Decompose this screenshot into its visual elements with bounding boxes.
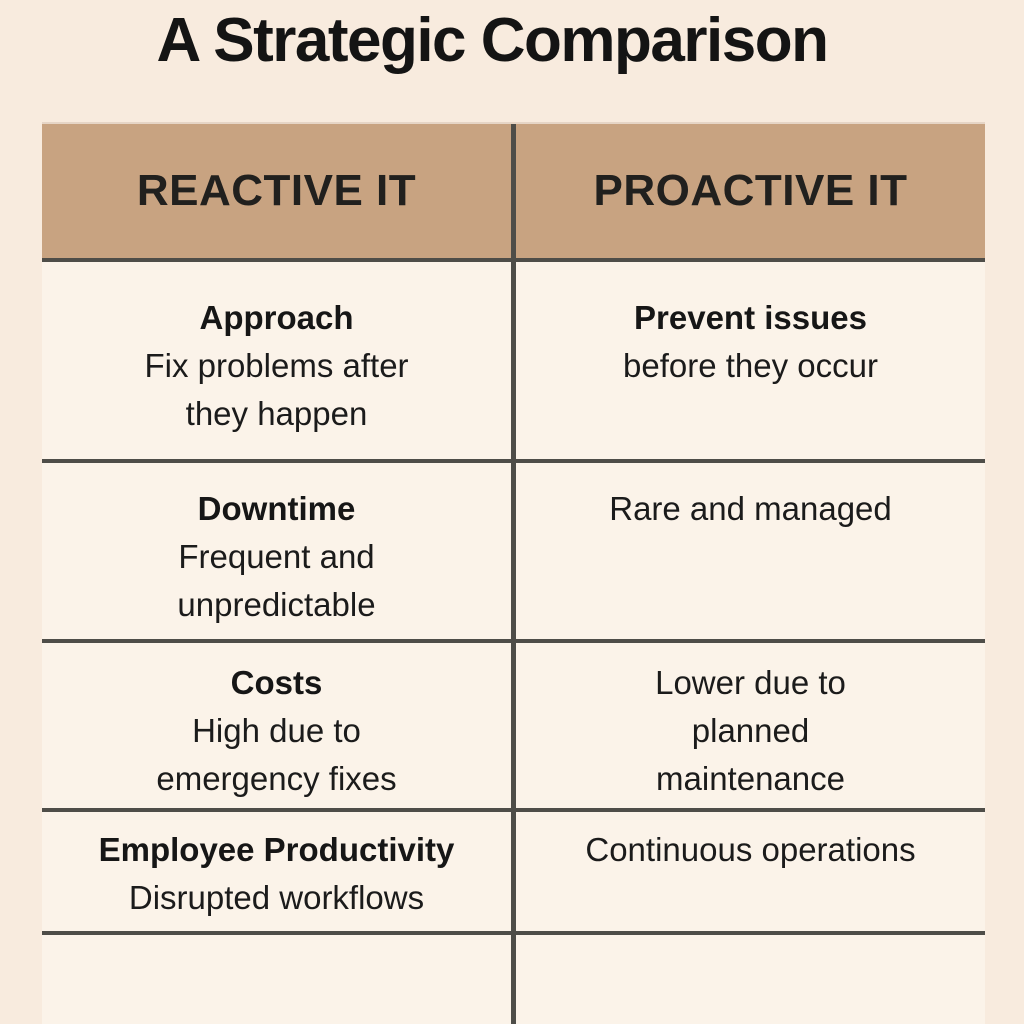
column-header-proactive: PROACTIVE IT: [511, 124, 985, 259]
cell-term: Employee Productivity: [98, 830, 455, 868]
table-row-clipped: [42, 931, 985, 1024]
comparison-table: REACTIVE IT PROACTIVE IT Approach Fix pr…: [42, 122, 985, 1024]
table-cell-proactive-clipped: [511, 935, 985, 1024]
cell-term: Prevent issues: [634, 299, 867, 337]
table-header-row: REACTIVE IT PROACTIVE IT: [42, 122, 985, 259]
column-header-reactive: REACTIVE IT: [136, 166, 417, 216]
cell-term: Approach: [199, 299, 354, 337]
table-cell-reactive-costs: Costs High due to emergency fixes: [42, 643, 511, 808]
table-row-employee-productivity: Employee Productivity Disrupted workflow…: [42, 807, 985, 932]
cell-body: Continuous operations: [585, 830, 916, 868]
cell-term: Costs: [230, 663, 323, 701]
cell-body: before they occur: [623, 347, 878, 385]
cell-term: Downtime: [197, 490, 356, 528]
cell-body: Frequent and unpredictable: [177, 538, 376, 624]
table-row-costs: Costs High due to emergency fixes Lower …: [42, 638, 985, 808]
table-row-approach: Approach Fix problems after they happen …: [42, 258, 985, 460]
table-cell-proactive-approach: Prevent issues before they occur: [511, 262, 985, 460]
cell-body: Disrupted workflows: [128, 878, 425, 916]
table-cell-proactive-costs: Lower due to planned maintenance: [511, 642, 985, 808]
table-row-downtime: Downtime Frequent and unpredictable Rare…: [42, 459, 985, 639]
cell-body: High due to emergency fixes: [156, 711, 397, 797]
cell-body: Lower due to planned maintenance: [655, 663, 846, 797]
table-cell-proactive-productivity: Continuous operations: [511, 811, 985, 932]
table-cell-reactive-downtime: Downtime Frequent and unpredictable: [42, 463, 511, 639]
table-cell-proactive-downtime: Rare and managed: [511, 463, 985, 639]
cell-body: Rare and managed: [609, 490, 892, 528]
table-cell-reactive-productivity: Employee Productivity Disrupted workflow…: [42, 812, 511, 932]
page-title: A Strategic Comparison: [156, 6, 829, 75]
table-cell-reactive-approach: Approach Fix problems after they happen: [42, 262, 511, 459]
table-cell-reactive-clipped: [42, 935, 511, 1024]
cell-body: Fix problems after they happen: [144, 347, 409, 433]
